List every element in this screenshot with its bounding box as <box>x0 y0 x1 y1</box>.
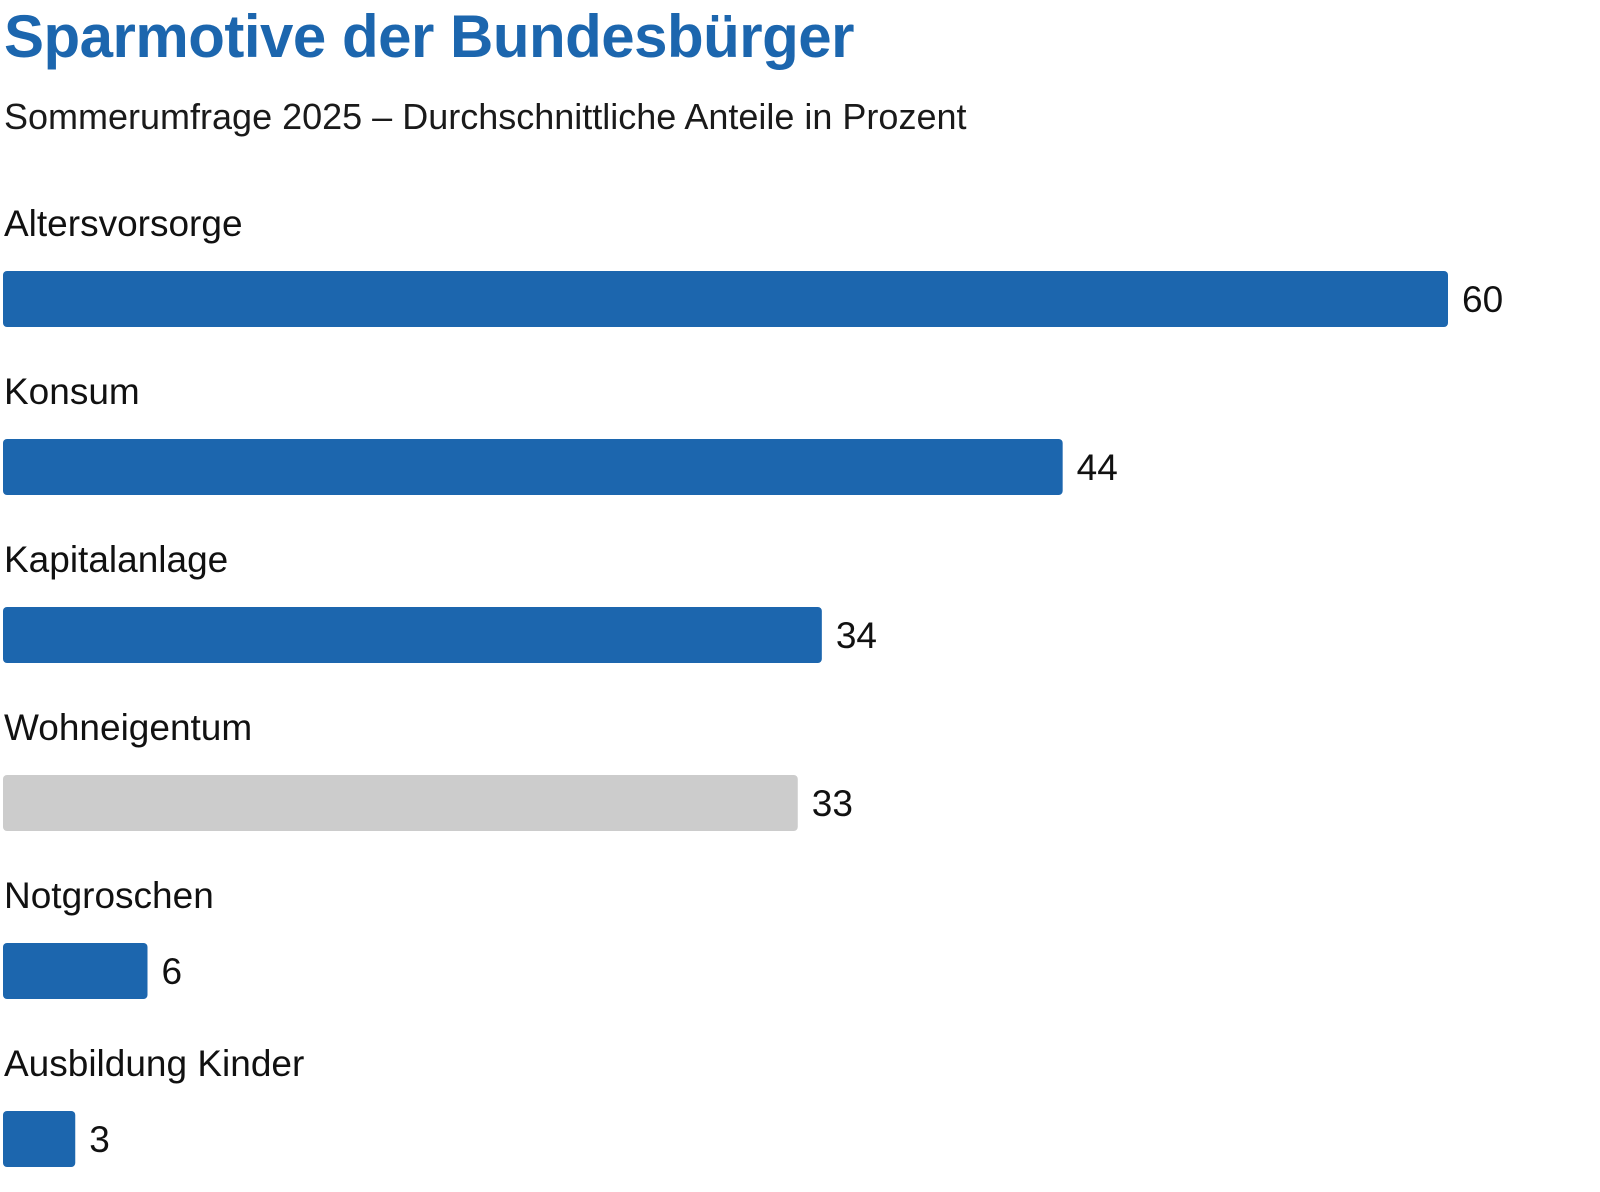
category-label-wohneigentum: Wohneigentum <box>4 707 252 748</box>
value-label-altersvorsorge: 60 <box>1462 279 1503 320</box>
value-label-ausbildung-kinder: 3 <box>89 1119 110 1160</box>
value-label-wohneigentum: 33 <box>812 783 853 824</box>
category-label-konsum: Konsum <box>4 371 140 412</box>
chart-subtitle: Sommerumfrage 2025 – Durchschnittliche A… <box>4 96 967 137</box>
bar-notgroschen <box>3 943 148 999</box>
category-label-notgroschen: Notgroschen <box>4 875 214 916</box>
category-label-altersvorsorge: Altersvorsorge <box>4 203 243 244</box>
chart-title: Sparmotive der Bundesbürger <box>4 3 855 70</box>
bar-konsum <box>3 439 1063 495</box>
category-label-ausbildung-kinder: Ausbildung Kinder <box>4 1043 304 1084</box>
bar-altersvorsorge <box>3 271 1448 327</box>
value-label-notgroschen: 6 <box>162 951 183 992</box>
value-label-konsum: 44 <box>1077 447 1118 488</box>
value-label-kapitalanlage: 34 <box>836 615 877 656</box>
bar-wohneigentum <box>3 775 798 831</box>
bar-ausbildung-kinder <box>3 1111 76 1167</box>
category-label-kapitalanlage: Kapitalanlage <box>4 539 228 580</box>
bar-kapitalanlage <box>3 607 822 663</box>
